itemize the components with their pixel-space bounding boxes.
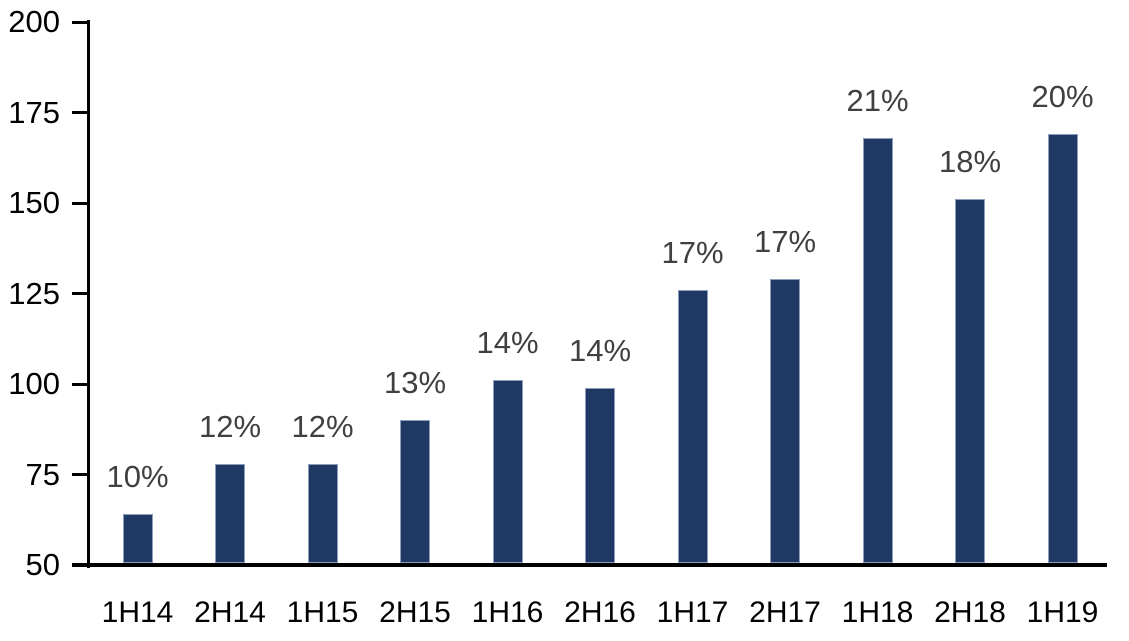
bar-1H15 (307, 463, 338, 563)
x-axis-category-label: 2H18 (934, 596, 1006, 629)
x-axis-line (72, 563, 1107, 567)
bar-2H14 (215, 463, 245, 563)
bar-value-label: 17% (753, 224, 817, 260)
bar-value-label: 21% (846, 82, 909, 118)
bar-1H14 (122, 514, 153, 563)
y-axis-tick (72, 20, 88, 24)
bar-1H16 (492, 380, 523, 563)
bar-2H16 (585, 387, 615, 563)
bar-value-label: 12% (291, 408, 354, 444)
bar-2H17 (770, 279, 800, 563)
x-axis-category-label: 2H14 (194, 596, 266, 629)
bar-value-label: 10% (106, 459, 169, 495)
x-axis-category-label: 1H15 (286, 596, 359, 629)
y-axis-tick-label: 150 (8, 185, 60, 220)
x-axis-category-label: 2H16 (564, 596, 636, 629)
bar-value-label: 14% (568, 332, 632, 368)
y-axis-tick (72, 382, 88, 386)
y-axis-tick (72, 111, 88, 114)
bar-1H17 (677, 289, 708, 563)
y-axis-tick-label: 125 (8, 275, 60, 311)
bar-1H19 (1047, 134, 1078, 563)
x-axis-category-label: 1H17 (656, 596, 729, 629)
bar-value-label: 14% (476, 325, 539, 361)
x-axis-category-label: 1H18 (841, 596, 914, 629)
y-axis-tick (72, 292, 88, 295)
bar-value-label: 18% (938, 144, 1002, 180)
x-axis-category-label: 1H14 (101, 596, 174, 629)
x-axis-category-label: 1H19 (1026, 596, 1099, 629)
y-axis-tick-label: 100 (8, 366, 60, 401)
x-axis-category-label: 1H16 (471, 596, 544, 629)
bar-value-label: 12% (198, 408, 262, 444)
bar-value-label: 13% (383, 365, 447, 401)
bar-1H18 (862, 137, 893, 563)
bar-2H15 (400, 420, 430, 563)
x-axis-category-label: 2H15 (379, 596, 451, 629)
bar-value-label: 17% (661, 234, 724, 270)
y-axis-tick-label: 200 (8, 4, 60, 39)
y-axis-tick-label: 75 (25, 456, 60, 492)
y-axis-tick-label: 175 (8, 94, 60, 130)
y-axis-line (87, 20, 90, 568)
bar-2H18 (955, 199, 985, 563)
y-axis-tick (72, 201, 88, 205)
y-axis-tick (72, 473, 88, 476)
y-axis-tick-label: 50 (25, 547, 60, 582)
y-axis-tick (72, 563, 88, 567)
bar-value-label: 20% (1031, 79, 1094, 115)
x-axis-category-label: 2H17 (749, 596, 821, 629)
